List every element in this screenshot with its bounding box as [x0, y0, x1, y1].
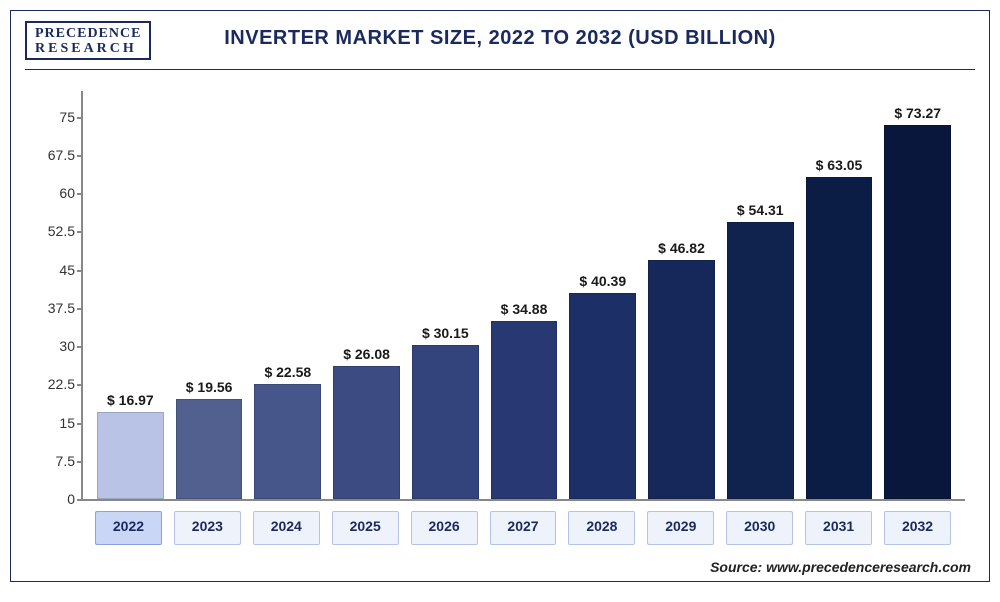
bar-value-label: $ 63.05 — [816, 157, 863, 173]
bar-slot: $ 54.31 — [721, 91, 800, 499]
y-tick-label: 45 — [35, 262, 75, 278]
x-axis-label: 2029 — [647, 511, 714, 545]
bar-slot: $ 73.27 — [878, 91, 957, 499]
x-axis-label: 2027 — [490, 511, 557, 545]
x-axis-label: 2026 — [411, 511, 478, 545]
bar — [569, 293, 636, 499]
x-axis-label: 2023 — [174, 511, 241, 545]
x-axis-label: 2030 — [726, 511, 793, 545]
bar-value-label: $ 40.39 — [579, 273, 626, 289]
bar-slot: $ 30.15 — [406, 91, 485, 499]
y-tick-label: 30 — [35, 338, 75, 354]
bar-value-label: $ 26.08 — [343, 346, 390, 362]
bar — [884, 125, 951, 499]
title-wrap: INVERTER MARKET SIZE, 2022 TO 2032 (USD … — [11, 27, 989, 50]
bar-slot: $ 46.82 — [642, 91, 721, 499]
bar-value-label: $ 22.58 — [264, 364, 311, 380]
x-axis-label: 2032 — [884, 511, 951, 545]
chart-area: $ 16.97 $ 19.56 $ 22.58 $ 26.08 $ 30.15 $ 34.… — [25, 81, 975, 545]
x-axis-label: 2022 — [95, 511, 162, 545]
bar-slot: $ 63.05 — [800, 91, 879, 499]
bar-value-label: $ 30.15 — [422, 325, 469, 341]
y-tick-label: 22.5 — [35, 376, 75, 392]
bar-slot: $ 34.88 — [485, 91, 564, 499]
bar-value-label: $ 16.97 — [107, 392, 154, 408]
y-tick-label: 7.5 — [35, 453, 75, 469]
bar — [254, 384, 321, 499]
x-axis-label: 2025 — [332, 511, 399, 545]
title-rule — [25, 69, 975, 70]
bar-slot: $ 40.39 — [563, 91, 642, 499]
x-axis-label: 2024 — [253, 511, 320, 545]
x-axis-labels: 2022 2023 2024 2025 2026 2027 2028 2029 2030 2031… — [81, 505, 965, 545]
y-tick-label: 60 — [35, 185, 75, 201]
bar-value-label: $ 54.31 — [737, 202, 784, 218]
y-tick-label: 67.5 — [35, 147, 75, 163]
bar — [806, 177, 873, 499]
bar — [176, 399, 243, 499]
bar — [412, 345, 479, 499]
bar-slot: $ 22.58 — [248, 91, 327, 499]
source-label: Source: www.precedenceresearch.com — [710, 559, 971, 575]
bar — [648, 260, 715, 499]
x-axis-label: 2028 — [568, 511, 635, 545]
y-tick-label: 75 — [35, 109, 75, 125]
bar-value-label: $ 34.88 — [501, 301, 548, 317]
y-tick-label: 52.5 — [35, 223, 75, 239]
bar — [727, 222, 794, 499]
bar — [491, 321, 558, 499]
bar-slot: $ 26.08 — [327, 91, 406, 499]
bar — [97, 412, 164, 499]
bar-value-label: $ 73.27 — [894, 105, 941, 121]
y-tick-label: 0 — [35, 491, 75, 507]
bars-container: $ 16.97 $ 19.56 $ 22.58 $ 26.08 $ 30.15 $ 34.… — [83, 91, 965, 499]
bar-slot: $ 19.56 — [170, 91, 249, 499]
y-tick-label: 15 — [35, 415, 75, 431]
x-axis-label: 2031 — [805, 511, 872, 545]
plot-area: $ 16.97 $ 19.56 $ 22.58 $ 26.08 $ 30.15 $ 34.… — [81, 91, 965, 501]
bar — [333, 366, 400, 499]
chart-card: PRECEDENCE RESEARCH INVERTER MARKET SIZE… — [10, 10, 990, 582]
y-tick-label: 37.5 — [35, 300, 75, 316]
bar-slot: $ 16.97 — [91, 91, 170, 499]
bar-value-label: $ 46.82 — [658, 240, 705, 256]
chart-title: INVERTER MARKET SIZE, 2022 TO 2032 (USD … — [11, 27, 989, 50]
bar-value-label: $ 19.56 — [186, 379, 233, 395]
